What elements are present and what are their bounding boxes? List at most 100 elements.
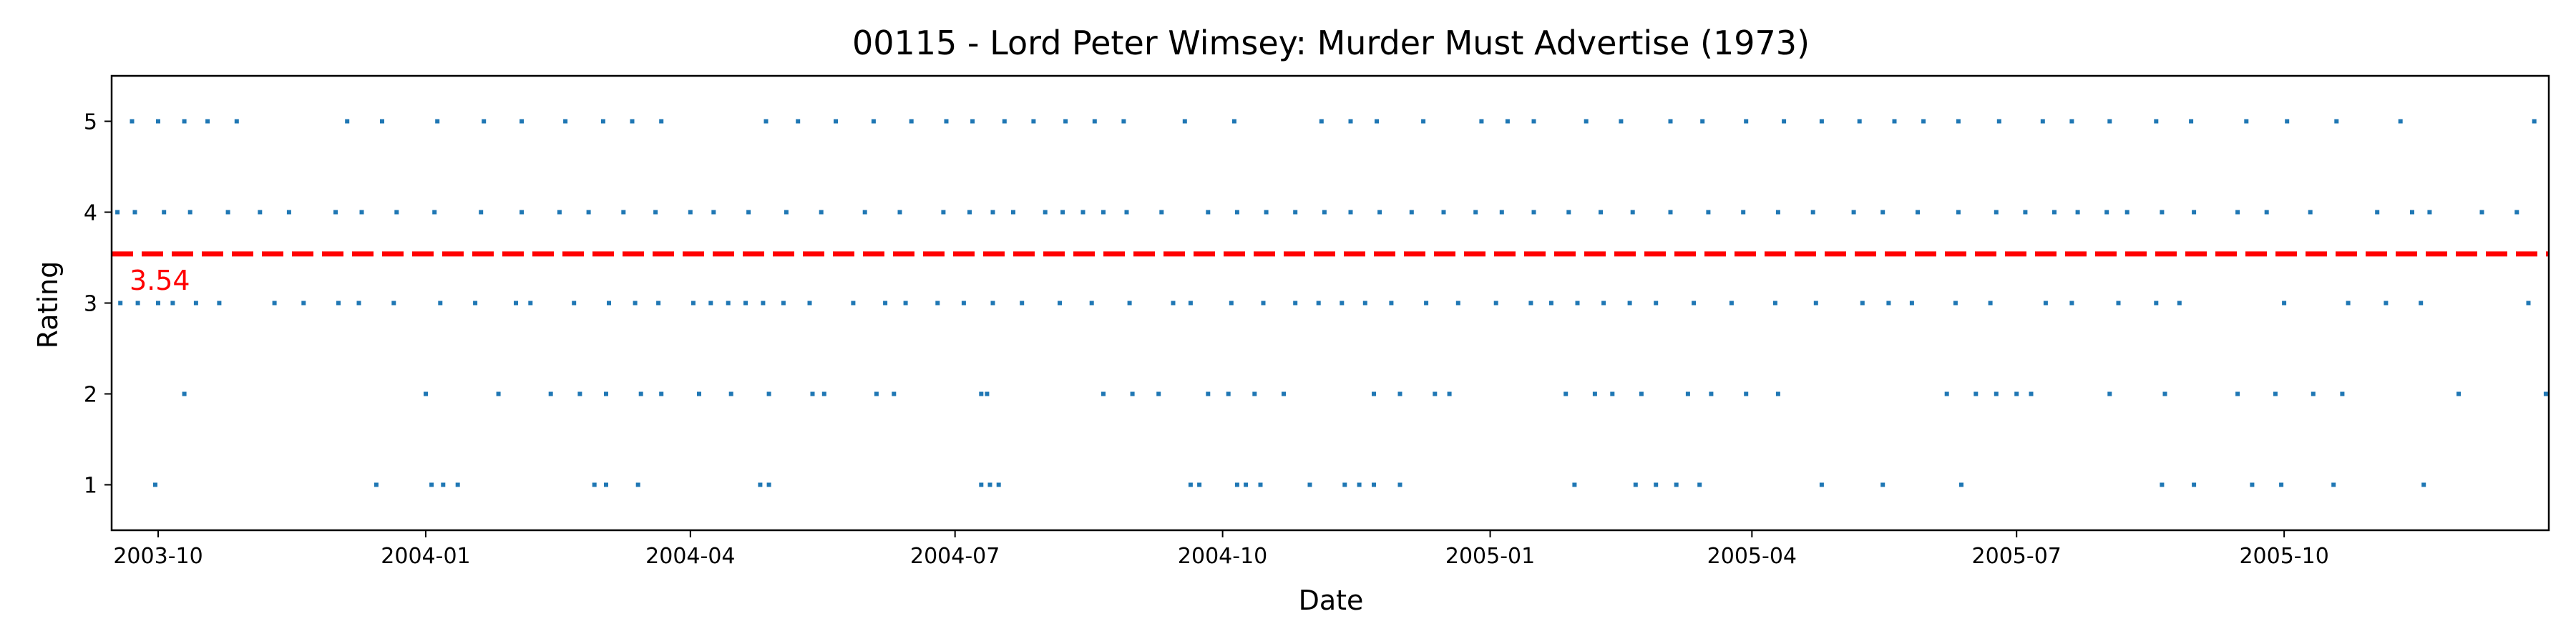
rating-point [592, 482, 597, 487]
rating-point [708, 301, 713, 306]
rating-point [1101, 391, 1106, 396]
rating-point [1741, 210, 1746, 215]
x-tick-label: 2004-04 [645, 544, 735, 569]
mean-rating-label: 3.54 [130, 265, 190, 296]
y-tick-label: 5 [84, 110, 97, 135]
rating-point [996, 482, 1001, 487]
rating-point [819, 210, 824, 215]
rating-point [2124, 210, 2129, 215]
rating-point [1293, 301, 1298, 306]
rating-point [1121, 119, 1126, 124]
rating-point [638, 391, 643, 396]
rating-point [810, 391, 815, 396]
rating-point [2346, 301, 2351, 306]
rating-point [374, 482, 379, 487]
rating-point [2023, 210, 2028, 215]
rating-point [394, 210, 399, 215]
x-tick-label: 2005-07 [1972, 544, 2062, 569]
rating-point [225, 210, 230, 215]
rating-point [990, 210, 995, 215]
rating-point [653, 210, 658, 215]
rating-point [935, 301, 940, 306]
rating-point [519, 119, 525, 124]
rating-point [2334, 119, 2339, 124]
rating-point [2308, 210, 2313, 215]
rating-point [1307, 482, 1312, 487]
rating-point [479, 210, 484, 215]
rating-point [1782, 119, 1787, 124]
rating-point [728, 391, 733, 396]
rating-point [441, 482, 446, 487]
rating-point [2075, 210, 2080, 215]
rating-point [258, 210, 263, 215]
rating-point [987, 482, 992, 487]
rating-point [391, 301, 396, 306]
rating-point [1479, 119, 1484, 124]
rating-point [941, 210, 946, 215]
rating-point [656, 301, 661, 306]
rating-point [862, 210, 867, 215]
rating-point [2043, 301, 2048, 306]
rating-point [432, 210, 437, 215]
rating-point [2375, 210, 2380, 215]
rating-point [2052, 210, 2057, 215]
rating-point [1959, 482, 1963, 487]
rating-point [1619, 119, 1624, 124]
rating-point [336, 301, 341, 306]
rating-point [2162, 391, 2167, 396]
y-tick-label: 4 [84, 201, 97, 226]
rating-point [356, 301, 361, 306]
rating-point [2398, 119, 2403, 124]
rating-point [1375, 119, 1379, 124]
rating-point [1357, 482, 1362, 487]
rating-point [874, 391, 879, 396]
rating-point [333, 210, 338, 215]
rating-point [1610, 391, 1615, 396]
rating-point [170, 301, 175, 306]
rating-point [604, 391, 608, 396]
rating-point [1397, 391, 1402, 396]
rating-point [153, 482, 157, 487]
rating-point [1706, 210, 1711, 215]
x-tick-label: 2003-10 [113, 544, 203, 569]
rating-point [156, 301, 160, 306]
rating-point [1584, 119, 1589, 124]
rating-point [1020, 301, 1025, 306]
rating-point [1002, 119, 1007, 124]
rating-point [1654, 301, 1659, 306]
rating-point [1709, 391, 1714, 396]
rating-point [979, 482, 984, 487]
rating-point [990, 301, 995, 306]
rating-point [577, 391, 582, 396]
rating-point [1188, 482, 1193, 487]
rating-point [1633, 482, 1638, 487]
rating-point [2273, 391, 2278, 396]
rating-point [1031, 119, 1036, 124]
rating-point [205, 119, 210, 124]
rating-point [1592, 391, 1597, 396]
rating-point [2104, 210, 2109, 215]
rating-point [1493, 301, 1498, 306]
rating-point [455, 482, 460, 487]
rating-point [1234, 210, 1239, 215]
rating-point [1668, 119, 1673, 124]
rating-point [1685, 391, 1690, 396]
rating-point [1231, 119, 1236, 124]
rating-point [132, 210, 137, 215]
rating-point [2154, 119, 2159, 124]
rating-point [967, 210, 972, 215]
rating-point [1433, 391, 1438, 396]
rating-point [2543, 391, 2548, 396]
rating-point [1528, 301, 1533, 306]
rating-point [2107, 119, 2112, 124]
rating-point [1775, 210, 1780, 215]
rating-point [1819, 482, 1824, 487]
rating-point [1362, 301, 1367, 306]
rating-point [2235, 391, 2240, 396]
rating-point [1851, 210, 1856, 215]
rating-point [766, 391, 771, 396]
rating-point [2069, 301, 2074, 306]
x-tick-label: 2005-04 [1707, 544, 1797, 569]
rating-point [1188, 301, 1193, 306]
rating-point [1348, 119, 1353, 124]
